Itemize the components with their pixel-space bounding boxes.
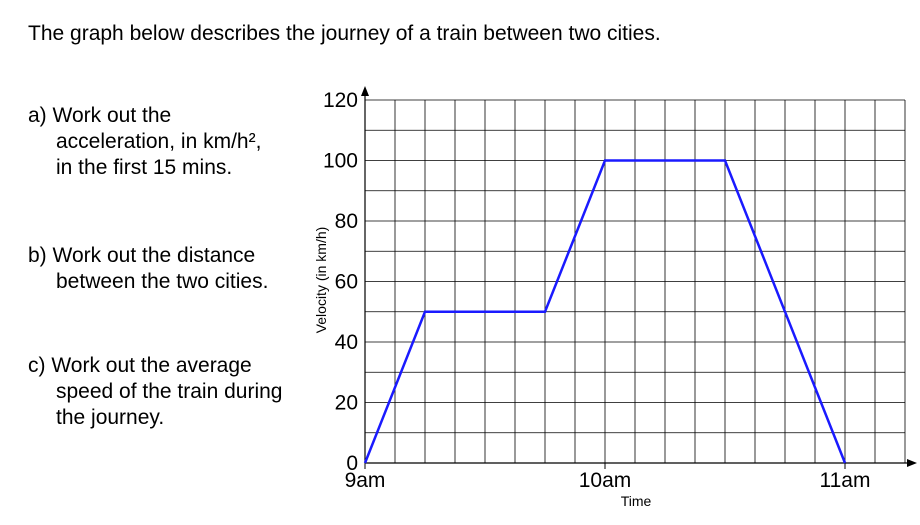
y-tick-label: 60 xyxy=(335,271,358,294)
title: The graph below describes the journey of… xyxy=(28,22,661,45)
velocity-line xyxy=(363,159,847,464)
question-line: acceleration, in km/h², xyxy=(56,130,261,153)
x-tick-label: 11am xyxy=(820,469,871,492)
x-tick-label: 10am xyxy=(579,469,632,492)
y-axis-label: Velocity (in km/h) xyxy=(313,227,329,334)
y-tick-label: 120 xyxy=(323,89,358,112)
question-line: a) Work out the xyxy=(28,104,171,127)
question-line: c) Work out the average xyxy=(28,354,252,377)
x-axis-label: Time xyxy=(621,493,652,509)
y-tick-label: 0 xyxy=(346,452,358,475)
y-arrow xyxy=(361,86,369,96)
question-line: speed of the train during xyxy=(56,380,283,403)
question-line: the journey. xyxy=(56,406,164,429)
y-tick-label: 20 xyxy=(335,392,358,415)
question-line: in the first 15 mins. xyxy=(56,156,232,179)
x-arrow xyxy=(907,459,917,467)
x-tick-label: 9am xyxy=(345,469,386,492)
y-tick-label: 100 xyxy=(323,150,358,173)
question-line: between the two cities. xyxy=(56,270,268,293)
y-tick-label: 40 xyxy=(335,331,358,354)
question-line: b) Work out the distance xyxy=(28,244,255,267)
y-tick-label: 80 xyxy=(335,210,358,233)
